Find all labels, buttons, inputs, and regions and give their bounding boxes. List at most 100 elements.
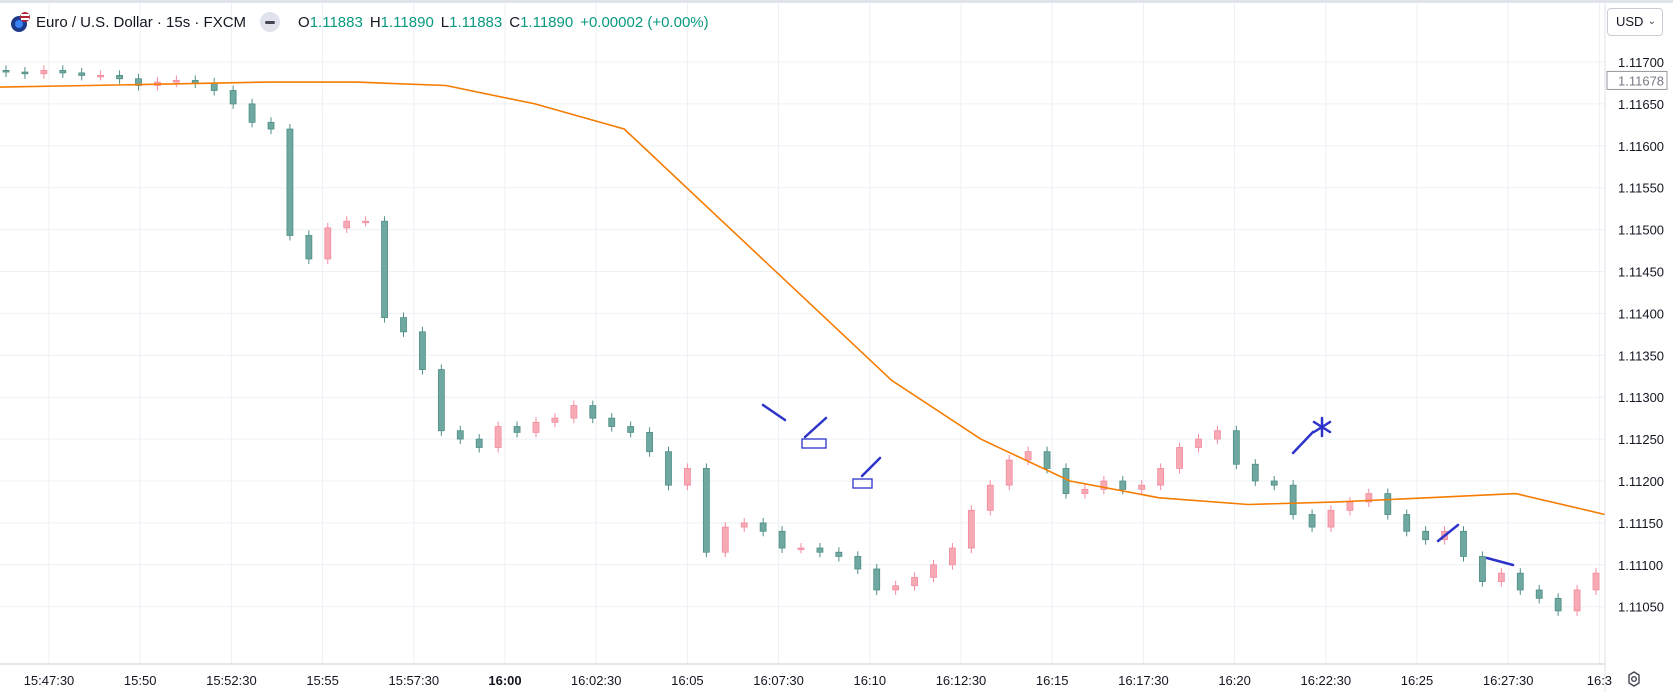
asterisk-drawing: [1312, 420, 1332, 434]
current-price-tag: [1606, 70, 1668, 90]
time-tick-label: 16:3: [1587, 673, 1612, 688]
open-label: O: [298, 13, 310, 31]
price-tick-label: 1.11650: [1618, 97, 1664, 112]
eye-toggle-icon[interactable]: [260, 12, 281, 32]
candle-body: [1195, 438, 1202, 448]
candle-body: [191, 80, 199, 84]
candle-body: [400, 317, 407, 333]
candle-body: [816, 547, 824, 553]
price-tick-label: 1.11250: [1618, 432, 1664, 447]
candle-body: [1214, 430, 1221, 440]
candle-body: [1100, 480, 1108, 490]
candle-body: [1043, 451, 1051, 469]
gear-icon[interactable]: [1626, 671, 1642, 687]
rectangle-drawing: [852, 478, 873, 489]
candle-body: [229, 90, 237, 105]
candle-body: [1232, 430, 1240, 465]
candle-body: [513, 426, 521, 433]
candle-body: [759, 522, 767, 532]
candle-body: [1384, 493, 1392, 515]
candle-body: [2, 69, 10, 73]
current-price-label: 1.11678: [1618, 73, 1664, 88]
candle-body: [589, 405, 597, 419]
time-tick-label: 16:17:30: [1118, 673, 1169, 688]
candle-body: [1308, 514, 1316, 528]
price-tick-label: 1.11600: [1618, 139, 1664, 154]
candle-body: [967, 509, 975, 549]
candle-body: [1327, 509, 1335, 528]
candle-body: [778, 530, 786, 549]
price-tick-label: 1.11400: [1618, 306, 1664, 321]
drawing-annotations: [761, 403, 1515, 567]
trend-line-drawing: [1291, 430, 1315, 455]
time-tick-label: 16:12:30: [936, 673, 987, 688]
candle-body: [210, 82, 218, 91]
time-tick-label: 16:22:30: [1300, 673, 1351, 688]
time-axis: 15:47:30 15:50 15:52:30 15:55 15:57:30 16:00 1…: [24, 673, 1612, 688]
candle-body: [1024, 451, 1032, 461]
trend-line-drawing: [803, 416, 828, 439]
symbol-title[interactable]: Euro / U.S. Dollar · 15s · FXCM: [36, 13, 247, 31]
candle-body: [532, 421, 540, 433]
candle-body: [381, 220, 388, 318]
candle-body: [135, 78, 142, 86]
trend-line-drawing: [860, 456, 882, 478]
price-tick-label: 1.11500: [1618, 223, 1664, 238]
candle-body: [835, 551, 843, 557]
currency-value: USD: [1616, 14, 1644, 29]
candle-body: [1081, 488, 1089, 494]
eur-usd-flag-icon[interactable]: [8, 11, 30, 33]
currency-select[interactable]: USD ⌄: [1607, 8, 1663, 36]
candle-body: [702, 468, 710, 553]
candle-body: [1138, 484, 1146, 490]
price-tick-label: 1.11350: [1618, 348, 1664, 363]
trend-line-drawing: [1436, 523, 1460, 543]
candle-body: [97, 75, 105, 78]
candle-body: [40, 69, 48, 75]
candle-body: [324, 227, 332, 260]
candle-body: [1497, 572, 1505, 582]
low-value: 1.11883: [449, 13, 503, 31]
candle-body: [1005, 459, 1013, 486]
price-tick-label: 1.11200: [1618, 474, 1664, 489]
price-tick-label: 1.11100: [1618, 558, 1663, 573]
candle-body: [21, 71, 29, 75]
candle-body: [248, 103, 256, 123]
low-label: L: [440, 13, 450, 31]
candle-body: [1403, 514, 1411, 532]
candle-body: [1554, 597, 1562, 612]
candlestick-series: [2, 65, 1600, 616]
candle-body: [456, 430, 464, 440]
candle-body: [1251, 463, 1259, 482]
candle-body: [286, 128, 294, 236]
candle-body: [1062, 468, 1070, 494]
open-value: 1.11883: [309, 13, 363, 31]
top-border: [0, 0, 1673, 3]
time-tick-label: 16:27:30: [1483, 673, 1534, 688]
price-axis: 1.11700 1.11650 1.11600 1.11550 1.11500 1.114…: [1606, 55, 1668, 615]
time-tick-label: 16:20: [1218, 673, 1251, 688]
candle-body: [646, 431, 653, 453]
change-value: +0.00002 (+0.00%): [580, 13, 709, 31]
candle-body: [116, 75, 123, 80]
candle-body: [986, 484, 994, 511]
time-tick-label: 16:15: [1036, 673, 1069, 688]
candle-body: [1535, 589, 1543, 599]
time-tick-label: 16:07:30: [753, 673, 804, 688]
candle-body: [494, 426, 502, 448]
candle-body: [1422, 530, 1430, 541]
candle-body: [1346, 501, 1354, 511]
time-tick-label: 16:00: [488, 673, 521, 688]
candle-body: [1592, 572, 1600, 591]
candle-body: [267, 121, 275, 130]
price-tick-label: 1.11550: [1618, 181, 1664, 196]
chart-grid: [0, 3, 1605, 664]
price-tick-label: 1.11300: [1618, 390, 1664, 405]
candle-body: [911, 576, 918, 587]
time-tick-label: 15:52:30: [206, 673, 257, 688]
candle-body: [362, 220, 370, 224]
time-tick-label: 16:05: [671, 673, 704, 688]
moving-average-line: [0, 81, 1606, 516]
candle-body: [873, 568, 881, 591]
